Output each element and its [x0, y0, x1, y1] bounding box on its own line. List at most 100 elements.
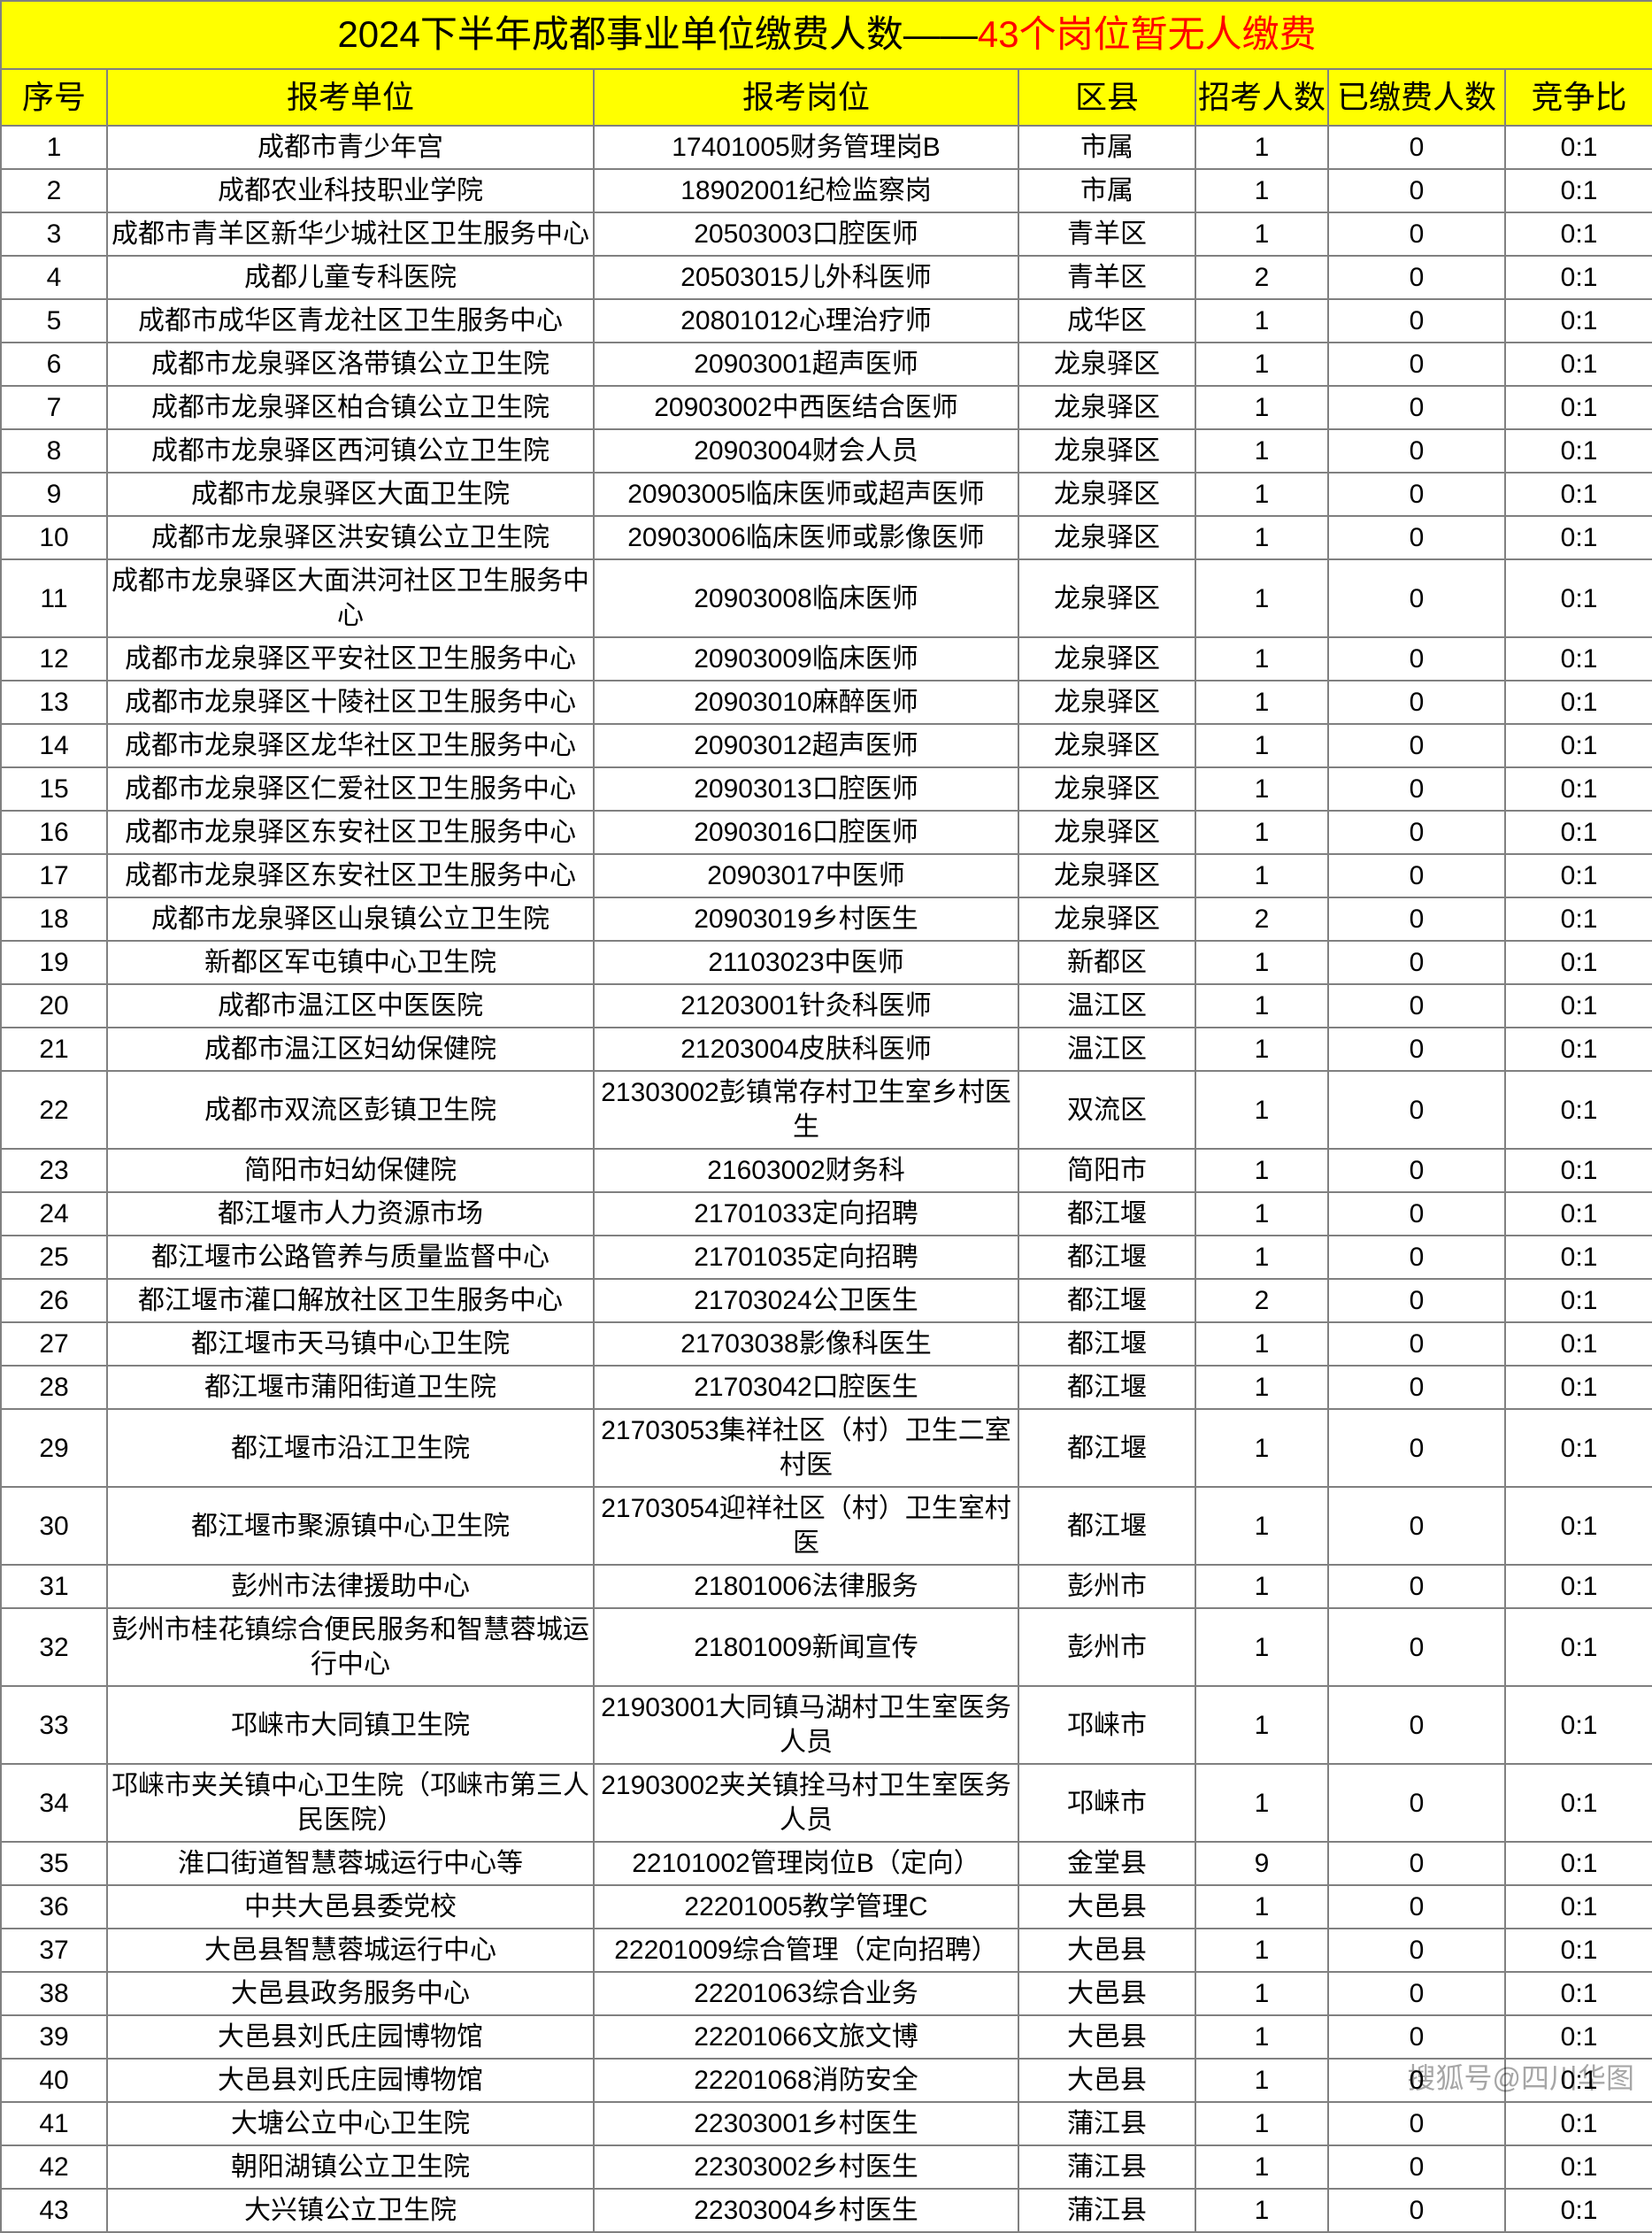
cell-ratio: 0:1 — [1505, 1764, 1652, 1842]
cell-paid: 0 — [1328, 1236, 1505, 1279]
cell-paid: 0 — [1328, 1885, 1505, 1929]
cell-recruit: 2 — [1195, 256, 1328, 299]
cell-area: 蒲江县 — [1018, 2189, 1195, 2232]
cell-ratio: 0:1 — [1505, 681, 1652, 724]
cell-area: 大邑县 — [1018, 2059, 1195, 2102]
cell-post: 17401005财务管理岗B — [594, 126, 1018, 169]
cell-area: 都江堰 — [1018, 1366, 1195, 1409]
table-container: 2024下半年成都事业单位缴费人数——43个岗位暂无人缴费 序号 报考单位 报考… — [0, 0, 1652, 2233]
cell-ratio: 0:1 — [1505, 854, 1652, 897]
cell-recruit: 1 — [1195, 1972, 1328, 2015]
cell-recruit: 1 — [1195, 1608, 1328, 1686]
cell-recruit: 1 — [1195, 1409, 1328, 1487]
cell-n: 36 — [1, 1885, 107, 1929]
cell-paid: 0 — [1328, 212, 1505, 256]
title-prefix: 2024下半年成都事业单位缴费人数—— — [337, 13, 977, 55]
cell-recruit: 1 — [1195, 854, 1328, 897]
cell-paid: 0 — [1328, 516, 1505, 559]
cell-area: 大邑县 — [1018, 1929, 1195, 1972]
cell-area: 都江堰 — [1018, 1279, 1195, 1322]
cell-area: 成华区 — [1018, 299, 1195, 343]
table-row: 28都江堰市蒲阳街道卫生院21703042口腔医生都江堰100:1 — [1, 1366, 1652, 1409]
cell-paid: 0 — [1328, 941, 1505, 984]
cell-ratio: 0:1 — [1505, 473, 1652, 516]
cell-area: 彭州市 — [1018, 1608, 1195, 1686]
cell-n: 19 — [1, 941, 107, 984]
cell-recruit: 1 — [1195, 2145, 1328, 2189]
cell-ratio: 0:1 — [1505, 1972, 1652, 2015]
cell-recruit: 1 — [1195, 1322, 1328, 1366]
cell-ratio: 0:1 — [1505, 2189, 1652, 2232]
cell-n: 11 — [1, 559, 107, 637]
cell-unit: 大邑县政务服务中心 — [107, 1972, 594, 2015]
cell-paid: 0 — [1328, 1764, 1505, 1842]
cell-n: 21 — [1, 1028, 107, 1071]
cell-recruit: 1 — [1195, 473, 1328, 516]
cell-ratio: 0:1 — [1505, 2145, 1652, 2189]
cell-recruit: 1 — [1195, 2189, 1328, 2232]
cell-post: 20903006临床医师或影像医师 — [594, 516, 1018, 559]
table-row: 33邛崃市大同镇卫生院21903001大同镇马湖村卫生室医务人员邛崃市100:1 — [1, 1686, 1652, 1764]
table-row: 14成都市龙泉驿区龙华社区卫生服务中心20903012超声医师龙泉驿区100:1 — [1, 724, 1652, 767]
cell-n: 2 — [1, 169, 107, 212]
cell-n: 31 — [1, 1565, 107, 1608]
cell-n: 40 — [1, 2059, 107, 2102]
cell-unit: 简阳市妇幼保健院 — [107, 1149, 594, 1192]
cell-area: 市属 — [1018, 169, 1195, 212]
cell-n: 12 — [1, 637, 107, 681]
cell-ratio: 0:1 — [1505, 984, 1652, 1028]
title-highlight: 43个岗位暂无人缴费 — [978, 13, 1317, 55]
cell-ratio: 0:1 — [1505, 1885, 1652, 1929]
cell-area: 龙泉驿区 — [1018, 637, 1195, 681]
cell-n: 7 — [1, 386, 107, 429]
cell-paid: 0 — [1328, 343, 1505, 386]
cell-ratio: 0:1 — [1505, 1409, 1652, 1487]
cell-unit: 都江堰市公路管养与质量监督中心 — [107, 1236, 594, 1279]
table-row: 9成都市龙泉驿区大面卫生院20903005临床医师或超声医师龙泉驿区100:1 — [1, 473, 1652, 516]
cell-post: 20903002中西医结合医师 — [594, 386, 1018, 429]
cell-unit: 成都市龙泉驿区仁爱社区卫生服务中心 — [107, 767, 594, 811]
cell-area: 蒲江县 — [1018, 2145, 1195, 2189]
cell-ratio: 0:1 — [1505, 343, 1652, 386]
cell-n: 33 — [1, 1686, 107, 1764]
cell-unit: 朝阳湖镇公立卫生院 — [107, 2145, 594, 2189]
cell-unit: 成都市龙泉驿区龙华社区卫生服务中心 — [107, 724, 594, 767]
cell-n: 9 — [1, 473, 107, 516]
cell-area: 邛崃市 — [1018, 1764, 1195, 1842]
table-row: 4成都儿童专科医院20503015儿外科医师青羊区200:1 — [1, 256, 1652, 299]
table-row: 23简阳市妇幼保健院21603002财务科简阳市100:1 — [1, 1149, 1652, 1192]
cell-post: 21203001针灸科医师 — [594, 984, 1018, 1028]
table-row: 29都江堰市沿江卫生院21703053集祥社区（村）卫生二室村医都江堰100:1 — [1, 1409, 1652, 1487]
cell-ratio: 0:1 — [1505, 559, 1652, 637]
cell-unit: 成都市青羊区新华少城社区卫生服务中心 — [107, 212, 594, 256]
cell-paid: 0 — [1328, 169, 1505, 212]
cell-n: 27 — [1, 1322, 107, 1366]
table-row: 5成都市成华区青龙社区卫生服务中心20801012心理治疗师成华区100:1 — [1, 299, 1652, 343]
cell-ratio: 0:1 — [1505, 1192, 1652, 1236]
cell-paid: 0 — [1328, 897, 1505, 941]
cell-n: 25 — [1, 1236, 107, 1279]
table-row: 13成都市龙泉驿区十陵社区卫生服务中心20903010麻醉医师龙泉驿区100:1 — [1, 681, 1652, 724]
cell-recruit: 1 — [1195, 1028, 1328, 1071]
cell-post: 20903012超声医师 — [594, 724, 1018, 767]
cell-unit: 中共大邑县委党校 — [107, 1885, 594, 1929]
cell-n: 34 — [1, 1764, 107, 1842]
cell-unit: 大邑县刘氏庄园博物馆 — [107, 2015, 594, 2059]
cell-area: 市属 — [1018, 126, 1195, 169]
col-ratio: 竞争比 — [1505, 69, 1652, 127]
cell-post: 20903019乡村医生 — [594, 897, 1018, 941]
cell-paid: 0 — [1328, 1929, 1505, 1972]
cell-area: 都江堰 — [1018, 1236, 1195, 1279]
cell-recruit: 1 — [1195, 1929, 1328, 1972]
cell-area: 蒲江县 — [1018, 2102, 1195, 2145]
cell-post: 22201068消防安全 — [594, 2059, 1018, 2102]
cell-unit: 成都农业科技职业学院 — [107, 169, 594, 212]
cell-post: 20903009临床医师 — [594, 637, 1018, 681]
cell-n: 15 — [1, 767, 107, 811]
cell-ratio: 0:1 — [1505, 1929, 1652, 1972]
cell-n: 39 — [1, 2015, 107, 2059]
cell-area: 龙泉驿区 — [1018, 811, 1195, 854]
table-row: 11成都市龙泉驿区大面洪河社区卫生服务中心20903008临床医师龙泉驿区100… — [1, 559, 1652, 637]
table-row: 16成都市龙泉驿区东安社区卫生服务中心20903016口腔医师龙泉驿区100:1 — [1, 811, 1652, 854]
data-table: 2024下半年成都事业单位缴费人数——43个岗位暂无人缴费 序号 报考单位 报考… — [0, 0, 1652, 2233]
